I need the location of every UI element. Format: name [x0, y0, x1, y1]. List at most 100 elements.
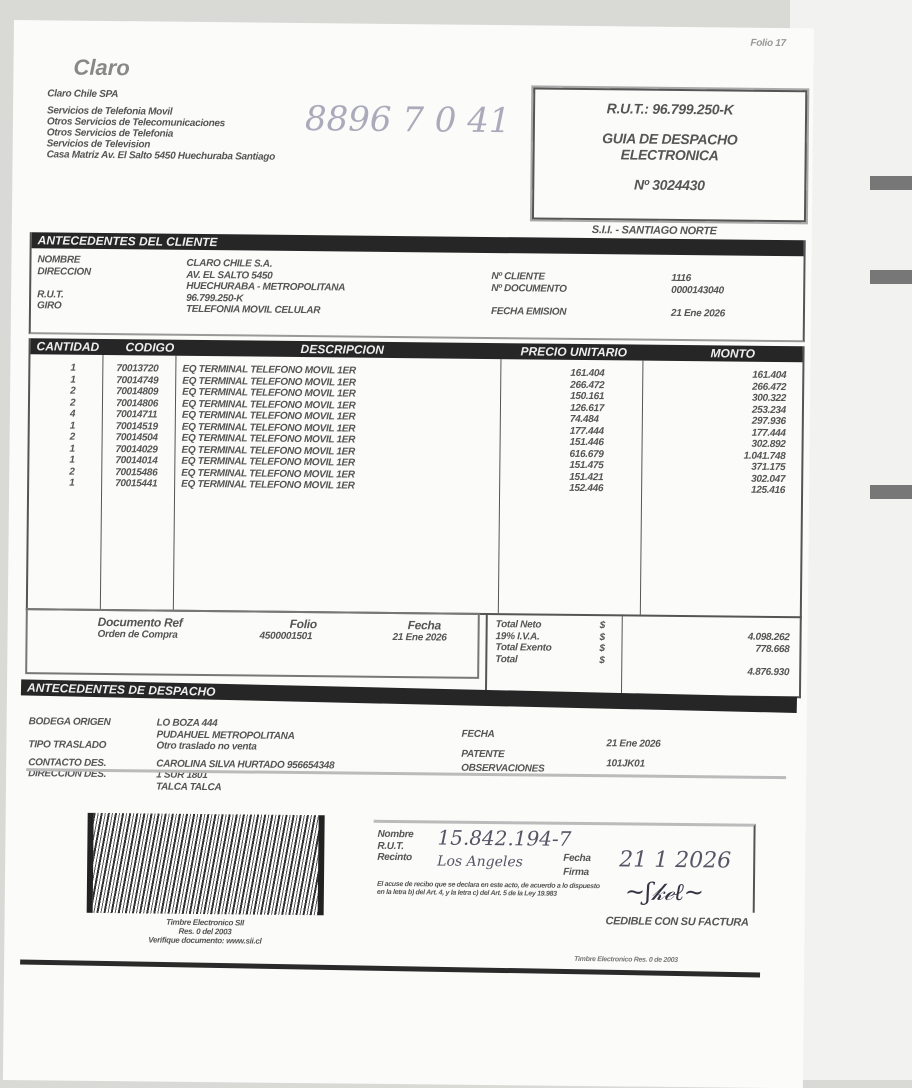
receipt-label: Nombre — [377, 828, 414, 841]
item-price: 266.472 — [570, 379, 605, 391]
item-qty: 1 — [69, 420, 76, 432]
item-code: 70014519 — [115, 420, 158, 433]
item-code: 70014749 — [116, 374, 159, 387]
item-amount: 371.175 — [751, 461, 786, 474]
handwritten-rut: 15.842.194-7 — [437, 825, 572, 851]
handwritten-place: Los Angeles — [437, 853, 523, 871]
client-value: CLARO CHILE S.A. — [186, 257, 273, 270]
item-price: 151.421 — [569, 471, 604, 483]
item-price: 151.446 — [569, 436, 604, 449]
item-code: 70014806 — [115, 397, 159, 410]
ref-doc: Orden de Compra — [97, 628, 178, 641]
item-code: 70014504 — [115, 432, 158, 444]
item-qty: 1 — [69, 443, 75, 455]
firma-label: Firma — [563, 866, 589, 879]
handwritten-date: 21 1 2026 — [619, 847, 732, 874]
doc-rut: R.U.T.: 96.799.250-K — [606, 100, 734, 118]
item-amount: 300.322 — [751, 392, 787, 405]
signature: ~ʃ𝓀ℯℓ~ — [624, 877, 705, 907]
client-value: 0000143040 — [671, 284, 724, 296]
col-header: CANTIDAD — [36, 339, 100, 354]
item-amount: 1.041.748 — [743, 450, 786, 462]
item-code: 70013720 — [116, 363, 159, 375]
receipt-box: Nombre R.U.T. Recinto 15.842.194-7 Los A… — [372, 819, 756, 929]
col-header: PRECIO UNITARIO — [520, 344, 628, 360]
total-value: 4.098.262 — [747, 631, 790, 644]
item-qty: 1 — [70, 362, 76, 374]
dispatch-label: PATENTE — [461, 748, 505, 761]
ref-date: 21 Ene 2026 — [392, 631, 447, 644]
receipt-label: Recinto — [377, 851, 412, 864]
dispatch-values: LO BOZA 444 PUDAHUEL METROPOLITANA Otro … — [156, 718, 335, 795]
item-price: 161.404 — [570, 367, 605, 380]
document-box: R.U.T.: 96.799.250-K GUIA DE DESPACHO EL… — [531, 87, 808, 223]
ref-header: Fecha — [407, 618, 441, 633]
items-table: CANTIDAD CODIGO DESCRIPCION PRECIO UNITA… — [25, 338, 805, 619]
item-qty: 1 — [69, 454, 75, 466]
totals-values: 4.098.262 778.668 4.876.930 — [747, 632, 789, 678]
dispatch-label: TIPO TRASLADO — [28, 739, 107, 752]
cedible-tag: CEDIBLE CON SU FACTURA — [605, 915, 749, 929]
dispatch-label: FECHA — [461, 728, 495, 741]
dispatch-value: Otro traslado no venta — [156, 740, 257, 753]
dispatch-value: 21 Ene 2026 — [606, 738, 661, 750]
client-value: HUECHURABA - METROPOLITANA — [186, 280, 346, 294]
client-label: GIRO — [36, 300, 62, 312]
item-code: 70014029 — [115, 443, 158, 456]
item-amount: 177.444 — [751, 427, 786, 439]
item-amount: 302.892 — [751, 438, 786, 451]
item-code: 70015486 — [115, 466, 158, 479]
total-value: 4.876.930 — [747, 666, 790, 678]
client-value: 21 Ene 2026 — [670, 307, 725, 319]
item-price: 151.475 — [569, 459, 604, 472]
corner-mark: Folio 17 — [750, 37, 786, 50]
item-price: 150.161 — [570, 390, 605, 403]
item-rows: 1 70013720 EQ TERMINAL TELEFONO MOVIL 1ER 1… — [29, 362, 802, 497]
footer-note: Timbre Electronico Res. 0 de 2003 — [574, 955, 678, 965]
item-amount: 302.047 — [751, 473, 786, 485]
client-label: NOMBRE — [37, 254, 81, 266]
total-value: 778.668 — [755, 643, 790, 655]
item-price: 616.679 — [569, 448, 604, 460]
fecha-label: Fecha — [563, 852, 591, 865]
sii-office: S.I.I. - SANTIAGO NORTE — [591, 224, 717, 238]
client-right-values: 1116 0000143040 21 Ene 2026 — [671, 273, 725, 320]
item-qty: 1 — [69, 477, 75, 489]
item-price: 152.446 — [569, 482, 604, 495]
stamp-caption: Timbre Electronico SII Res. 0 del 2003 V… — [86, 917, 323, 946]
totals-box: Total Neto 19% I.V.A. Total Exento Total… — [484, 612, 802, 699]
col-header: MONTO — [710, 346, 756, 361]
dispatch-label: BODEGA ORIGEN — [28, 716, 111, 729]
handwritten-number: 8896 7 0 41 — [304, 99, 511, 142]
dispatch-value: TALCA TALCA — [155, 781, 222, 793]
client-label: FECHA EMISION — [490, 305, 567, 318]
ref-header: Folio — [289, 616, 317, 632]
sheet-bar — [870, 270, 912, 284]
currency: $ — [599, 654, 605, 666]
dispatch-right-values: 21 Ene 2026 101JK01 — [606, 738, 660, 770]
item-amount: 125.416 — [750, 484, 786, 497]
total-label: 19% I.V.A. — [495, 630, 540, 643]
item-code: 70014014 — [115, 455, 158, 467]
total-label: Total Exento — [495, 642, 552, 654]
dispatch-label: CONTACTO DES. — [28, 756, 107, 769]
totals-labels: Total Neto 19% I.V.A. Total Exento Total — [495, 619, 552, 666]
item-amount: 253.234 — [751, 404, 787, 416]
item-qty: 2 — [69, 431, 75, 443]
receipt-legal-text: El acuse de recibo que se declara en est… — [376, 880, 600, 898]
client-value: 1116 — [671, 272, 691, 285]
doc-subtitle: ELECTRONICA — [620, 146, 719, 164]
currency: $ — [599, 620, 606, 632]
reference-box: Documento Ref Folio Fecha Orden de Compr… — [25, 608, 480, 679]
client-section: ANTECEDENTES DEL CLIENTE NOMBRE DIRECCIO… — [28, 232, 806, 343]
stamp-caption-line: Verifique documento: www.sii.cl — [148, 935, 262, 946]
client-label: Nº DOCUMENTO — [491, 282, 567, 295]
currency: $ — [599, 643, 605, 655]
item-qty: 2 — [69, 397, 76, 409]
item-price: 74.484 — [569, 413, 599, 426]
client-value: TELEFONIA MOVIL CELULAR — [185, 303, 321, 317]
company-logo: Claro — [73, 54, 130, 81]
doc-number: Nº 3024430 — [633, 176, 705, 194]
receipt-label: R.U.T. — [377, 840, 404, 852]
dispatch-guide-page: Folio 17 Claro Claro Chile SPA Servicios… — [2, 20, 814, 1088]
